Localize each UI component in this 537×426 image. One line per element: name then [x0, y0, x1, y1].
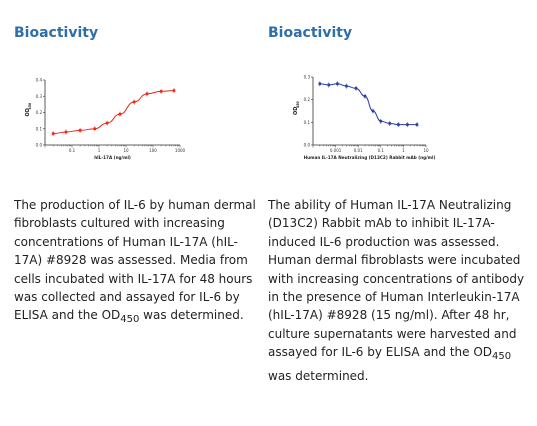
data-point: [172, 89, 176, 92]
y-tick-label: 0.1: [304, 120, 311, 125]
x-axis-label: hIL-17A (ng/ml): [94, 155, 131, 160]
data-point: [118, 112, 122, 116]
x-tick-label: 1000: [175, 148, 186, 153]
description-text-end: was determined.: [139, 308, 244, 323]
data-point: [379, 119, 383, 123]
data-point: [406, 123, 409, 126]
data-point: [371, 109, 375, 113]
description-text: The production of IL-6 by human dermal f…: [14, 198, 256, 323]
y-tick-label: 0.2: [36, 110, 43, 115]
data-point: [159, 90, 163, 93]
data-point: [51, 132, 55, 135]
y-tick-label: 0.1: [36, 126, 43, 131]
neutralization-chart: 0.0 0.1 0.2 0.3 0.001 0.01 0.1 1 10 Human IL-17A …: [293, 75, 436, 161]
y-axis-label-subscript: 450: [296, 101, 300, 108]
y-tick-label: 0.2: [304, 97, 311, 102]
y-tick-label: 0.4: [36, 78, 43, 83]
dose-response-chart: 0.0 0.1 0.2 0.3 0.4 0.1 1 10 100 1000 hIL-17A (ng/…: [25, 78, 186, 161]
x-tick-label: 10: [123, 148, 129, 153]
data-point: [64, 130, 68, 134]
data-point: [93, 127, 97, 131]
section-heading: Bioactivity: [14, 25, 99, 41]
od-subscript: 450: [120, 314, 140, 326]
data-point: [318, 82, 322, 86]
data-point: [345, 84, 348, 88]
y-axis-label-subscript: 450: [28, 102, 32, 109]
y-tick-label: 0.3: [304, 75, 311, 80]
y-tick-label: 0.0: [36, 143, 43, 148]
od-subscript: 450: [492, 351, 512, 363]
fit-curve: [53, 90, 175, 135]
data-point: [78, 129, 82, 132]
x-tick-label: 10: [423, 148, 429, 153]
data-point: [105, 121, 109, 125]
x-tick-label: 1: [402, 148, 405, 153]
data-point: [336, 82, 339, 86]
x-tick-label: 100: [149, 148, 157, 153]
section-heading: Bioactivity: [268, 25, 353, 41]
y-axis-label: OD: [293, 107, 299, 115]
x-tick-label: 0.001: [330, 148, 342, 153]
y-tick-label: 0.0: [304, 143, 311, 148]
y-axis-label: OD: [25, 108, 31, 116]
data-point: [388, 122, 392, 125]
fit-curve: [319, 83, 418, 126]
x-axis-label: Human IL-17A Neutralizing (D13C2) Rabbit…: [304, 155, 436, 160]
data-point: [363, 94, 367, 98]
data-point: [354, 87, 358, 90]
chart-description: The ability of Human IL-17A Neutralizing…: [268, 196, 530, 385]
description-text: The ability of Human IL-17A Neutralizing…: [268, 198, 525, 360]
data-point: [132, 100, 136, 104]
data-point: [397, 123, 400, 126]
chart-description: The production of IL-6 by human dermal f…: [14, 196, 266, 330]
y-tick-label: 0.3: [36, 94, 43, 99]
x-tick-label: 0.01: [354, 148, 363, 153]
x-tick-label: 0.1: [378, 148, 385, 153]
data-point: [145, 92, 149, 96]
x-tick-label: 1: [98, 148, 101, 153]
x-tick-label: 0.1: [69, 148, 76, 153]
description-text-end: was determined.: [268, 368, 369, 383]
data-point: [415, 123, 419, 126]
data-point: [327, 83, 331, 87]
